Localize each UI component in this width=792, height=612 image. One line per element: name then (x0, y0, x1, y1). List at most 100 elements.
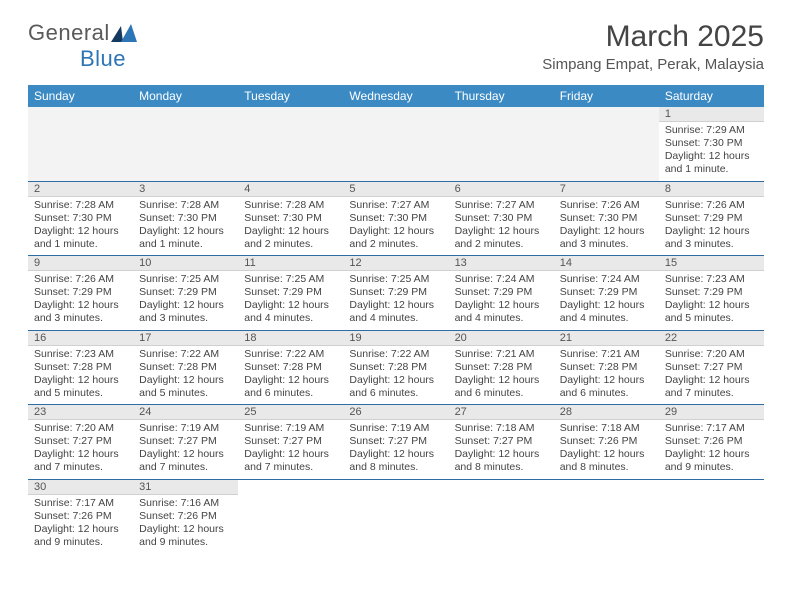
daylight-line: Daylight: 12 hours and 4 minutes. (560, 299, 653, 325)
sunrise-line: Sunrise: 7:28 AM (34, 199, 127, 212)
daylight-line: Daylight: 12 hours and 9 minutes. (665, 448, 758, 474)
sunset-line: Sunset: 7:30 PM (349, 212, 442, 225)
calendar-day-cell: 18Sunrise: 7:22 AMSunset: 7:28 PMDayligh… (238, 330, 343, 405)
calendar-day-cell: 26Sunrise: 7:19 AMSunset: 7:27 PMDayligh… (343, 405, 448, 480)
calendar-day-cell: 25Sunrise: 7:19 AMSunset: 7:27 PMDayligh… (238, 405, 343, 480)
calendar-day-cell: 9Sunrise: 7:26 AMSunset: 7:29 PMDaylight… (28, 256, 133, 331)
sunrise-line: Sunrise: 7:20 AM (34, 422, 127, 435)
calendar-empty-cell (133, 107, 238, 181)
day-number: 15 (659, 256, 764, 271)
day-details: Sunrise: 7:23 AMSunset: 7:29 PMDaylight:… (659, 271, 764, 330)
day-details: Sunrise: 7:25 AMSunset: 7:29 PMDaylight:… (343, 271, 448, 330)
day-details: Sunrise: 7:22 AMSunset: 7:28 PMDaylight:… (238, 346, 343, 405)
daylight-line: Daylight: 12 hours and 5 minutes. (139, 374, 232, 400)
sunset-line: Sunset: 7:30 PM (560, 212, 653, 225)
sunset-line: Sunset: 7:26 PM (34, 510, 127, 523)
day-details: Sunrise: 7:19 AMSunset: 7:27 PMDaylight:… (238, 420, 343, 479)
calendar-day-cell: 8Sunrise: 7:26 AMSunset: 7:29 PMDaylight… (659, 181, 764, 256)
day-number: 9 (28, 256, 133, 271)
day-number: 17 (133, 331, 238, 346)
weekday-header: Friday (554, 85, 659, 107)
daylight-line: Daylight: 12 hours and 2 minutes. (244, 225, 337, 251)
sunrise-line: Sunrise: 7:29 AM (665, 124, 758, 137)
sunrise-line: Sunrise: 7:17 AM (665, 422, 758, 435)
calendar-day-cell: 2Sunrise: 7:28 AMSunset: 7:30 PMDaylight… (28, 181, 133, 256)
sunset-line: Sunset: 7:29 PM (244, 286, 337, 299)
day-details: Sunrise: 7:28 AMSunset: 7:30 PMDaylight:… (133, 197, 238, 256)
calendar-day-cell: 5Sunrise: 7:27 AMSunset: 7:30 PMDaylight… (343, 181, 448, 256)
calendar-day-cell: 21Sunrise: 7:21 AMSunset: 7:28 PMDayligh… (554, 330, 659, 405)
sunset-line: Sunset: 7:27 PM (349, 435, 442, 448)
daylight-line: Daylight: 12 hours and 1 minute. (139, 225, 232, 251)
calendar-empty-cell (659, 479, 764, 553)
calendar-empty-cell (554, 107, 659, 181)
daylight-line: Daylight: 12 hours and 3 minutes. (139, 299, 232, 325)
calendar-day-cell: 11Sunrise: 7:25 AMSunset: 7:29 PMDayligh… (238, 256, 343, 331)
calendar-empty-cell (554, 479, 659, 553)
day-details: Sunrise: 7:16 AMSunset: 7:26 PMDaylight:… (133, 495, 238, 554)
day-number: 2 (28, 182, 133, 197)
day-number: 20 (449, 331, 554, 346)
daylight-line: Daylight: 12 hours and 1 minute. (665, 150, 758, 176)
day-details: Sunrise: 7:26 AMSunset: 7:29 PMDaylight:… (28, 271, 133, 330)
day-details: Sunrise: 7:26 AMSunset: 7:29 PMDaylight:… (659, 197, 764, 256)
daylight-line: Daylight: 12 hours and 2 minutes. (349, 225, 442, 251)
weekday-header: Thursday (449, 85, 554, 107)
daylight-line: Daylight: 12 hours and 9 minutes. (34, 523, 127, 549)
sunrise-line: Sunrise: 7:24 AM (455, 273, 548, 286)
day-details: Sunrise: 7:29 AMSunset: 7:30 PMDaylight:… (659, 122, 764, 181)
calendar-day-cell: 28Sunrise: 7:18 AMSunset: 7:26 PMDayligh… (554, 405, 659, 480)
day-details: Sunrise: 7:27 AMSunset: 7:30 PMDaylight:… (449, 197, 554, 256)
calendar-week-row: 2Sunrise: 7:28 AMSunset: 7:30 PMDaylight… (28, 181, 764, 256)
day-number: 14 (554, 256, 659, 271)
day-number: 10 (133, 256, 238, 271)
sunset-line: Sunset: 7:29 PM (349, 286, 442, 299)
day-number: 19 (343, 331, 448, 346)
day-details: Sunrise: 7:24 AMSunset: 7:29 PMDaylight:… (449, 271, 554, 330)
sunrise-line: Sunrise: 7:19 AM (349, 422, 442, 435)
calendar-empty-cell (343, 479, 448, 553)
day-number: 26 (343, 405, 448, 420)
calendar-day-cell: 6Sunrise: 7:27 AMSunset: 7:30 PMDaylight… (449, 181, 554, 256)
day-details: Sunrise: 7:24 AMSunset: 7:29 PMDaylight:… (554, 271, 659, 330)
sunset-line: Sunset: 7:30 PM (244, 212, 337, 225)
daylight-line: Daylight: 12 hours and 3 minutes. (560, 225, 653, 251)
sunrise-line: Sunrise: 7:24 AM (560, 273, 653, 286)
location-text: Simpang Empat, Perak, Malaysia (542, 56, 764, 73)
calendar-empty-cell (449, 479, 554, 553)
sunset-line: Sunset: 7:29 PM (560, 286, 653, 299)
sunrise-line: Sunrise: 7:16 AM (139, 497, 232, 510)
day-number: 1 (659, 107, 764, 122)
sunset-line: Sunset: 7:27 PM (455, 435, 548, 448)
calendar-week-row: 23Sunrise: 7:20 AMSunset: 7:27 PMDayligh… (28, 405, 764, 480)
sunrise-line: Sunrise: 7:25 AM (244, 273, 337, 286)
sunset-line: Sunset: 7:26 PM (560, 435, 653, 448)
sunrise-line: Sunrise: 7:26 AM (560, 199, 653, 212)
daylight-line: Daylight: 12 hours and 4 minutes. (349, 299, 442, 325)
daylight-line: Daylight: 12 hours and 6 minutes. (349, 374, 442, 400)
calendar-day-cell: 29Sunrise: 7:17 AMSunset: 7:26 PMDayligh… (659, 405, 764, 480)
calendar-day-cell: 7 Sunrise: 7:26 AMSunset: 7:30 PMDaylight… (554, 181, 659, 256)
calendar-day-cell: 14Sunrise: 7:24 AMSunset: 7:29 PMDayligh… (554, 256, 659, 331)
calendar-day-cell: 4Sunrise: 7:28 AMSunset: 7:30 PMDaylight… (238, 181, 343, 256)
calendar-day-cell: 20Sunrise: 7:21 AMSunset: 7:28 PMDayligh… (449, 330, 554, 405)
day-number: 29 (659, 405, 764, 420)
day-number: 31 (133, 480, 238, 495)
sunrise-line: Sunrise: 7:28 AM (244, 199, 337, 212)
calendar-empty-cell (449, 107, 554, 181)
weekday-header: Sunday (28, 85, 133, 107)
day-details: Sunrise: 7:25 AMSunset: 7:29 PMDaylight:… (133, 271, 238, 330)
daylight-line: Daylight: 12 hours and 4 minutes. (455, 299, 548, 325)
sunrise-line: Sunrise: 7:26 AM (34, 273, 127, 286)
calendar-empty-cell (28, 107, 133, 181)
day-number: 7 (554, 182, 659, 197)
daylight-line: Daylight: 12 hours and 6 minutes. (244, 374, 337, 400)
day-details: Sunrise: 7:20 AMSunset: 7:27 PMDaylight:… (659, 346, 764, 405)
day-number: 27 (449, 405, 554, 420)
daylight-line: Daylight: 12 hours and 7 minutes. (665, 374, 758, 400)
calendar-day-cell: 3Sunrise: 7:28 AMSunset: 7:30 PMDaylight… (133, 181, 238, 256)
day-number: 22 (659, 331, 764, 346)
calendar-day-cell: 23Sunrise: 7:20 AMSunset: 7:27 PMDayligh… (28, 405, 133, 480)
day-details: Sunrise: 7:17 AMSunset: 7:26 PMDaylight:… (28, 495, 133, 554)
day-details: Sunrise: 7:23 AMSunset: 7:28 PMDaylight:… (28, 346, 133, 405)
